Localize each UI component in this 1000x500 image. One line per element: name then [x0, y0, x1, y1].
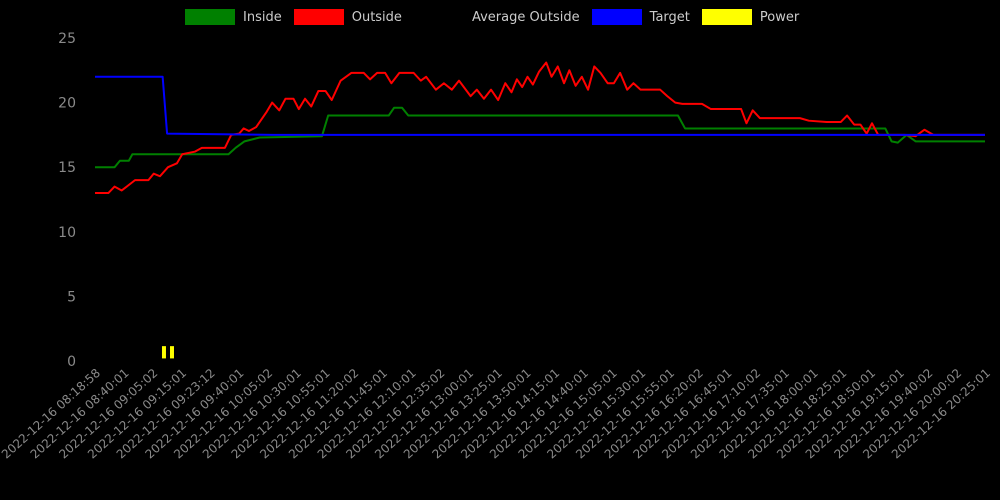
- series-line-target: [95, 75, 985, 136]
- legend-item-target: Target: [591, 9, 690, 25]
- legend-label-average-outside: Average Outside: [471, 9, 580, 25]
- y-tick-label: 15: [58, 160, 76, 176]
- legend-item-average-outside: Average Outside: [413, 9, 580, 25]
- legend-item-inside: Inside: [185, 9, 282, 25]
- legend-swatch-outside-icon: [293, 9, 344, 25]
- legend-swatch-power-icon: [701, 9, 752, 25]
- legend-swatch-average-outside-icon: [413, 9, 464, 25]
- y-tick-label: 5: [67, 289, 76, 305]
- y-axis: 0 5 10 15 20 25: [58, 31, 76, 370]
- legend-label-inside: Inside: [243, 9, 282, 25]
- legend-label-target: Target: [649, 9, 690, 25]
- chart-legend: Inside Outside Average Outside Target Po…: [185, 9, 799, 25]
- y-tick-label: 25: [58, 31, 76, 47]
- legend-label-outside: Outside: [351, 9, 402, 25]
- y-tick-label: 20: [58, 96, 76, 112]
- legend-swatch-inside-icon: [185, 9, 235, 25]
- series-lines: [95, 61, 985, 359]
- y-tick-label: 0: [67, 354, 76, 370]
- y-tick-label: 10: [58, 225, 76, 241]
- series-line-outside: [95, 61, 985, 195]
- legend-swatch-target-icon: [591, 9, 642, 25]
- legend-item-power: Power: [701, 9, 800, 25]
- legend-item-outside: Outside: [293, 9, 402, 25]
- series-line-inside: [95, 106, 985, 169]
- legend-label-power: Power: [759, 9, 800, 25]
